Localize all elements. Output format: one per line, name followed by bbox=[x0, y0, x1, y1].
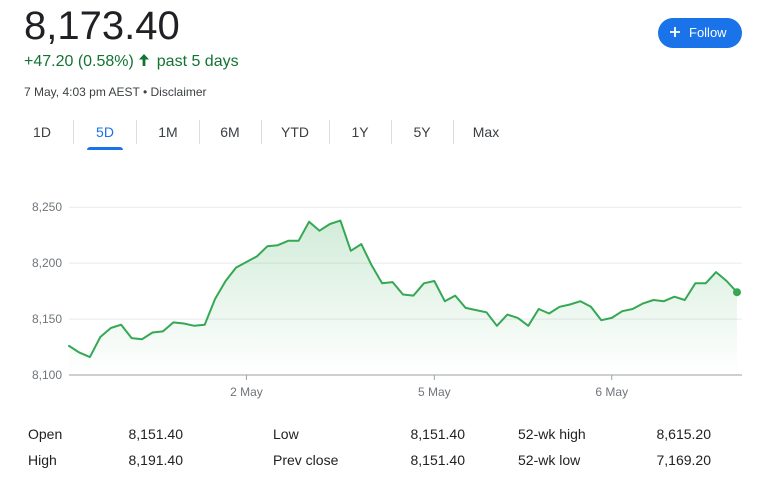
stat-low-value: 8,151.40 bbox=[410, 426, 466, 442]
current-price: 8,173.40 bbox=[24, 4, 180, 48]
quote-timestamp: 7 May, 4:03 pm AEST bbox=[24, 85, 140, 99]
tab-divider bbox=[199, 120, 200, 144]
tab-divider bbox=[73, 120, 74, 144]
y-tick-label: 8,100 bbox=[32, 368, 62, 382]
plus-icon bbox=[670, 27, 680, 37]
arrow-up-icon bbox=[139, 54, 150, 66]
follow-button[interactable]: Follow bbox=[658, 18, 742, 48]
tab-5d[interactable]: 5D bbox=[87, 118, 123, 150]
tab-6m[interactable]: 6M bbox=[220, 124, 240, 140]
stat-open-label: Open bbox=[28, 426, 63, 442]
tab-max[interactable]: Max bbox=[472, 124, 500, 140]
tab-divider bbox=[136, 120, 137, 144]
follow-label: Follow bbox=[689, 25, 727, 40]
series-line bbox=[68, 219, 738, 359]
stat-high-value: 8,191.40 bbox=[128, 452, 184, 468]
price-change: +47.20 (0.58%) past 5 days bbox=[24, 52, 239, 72]
tab-divider bbox=[261, 120, 262, 144]
stat-low-label: Low bbox=[273, 426, 299, 442]
disclaimer-link[interactable]: Disclaimer bbox=[150, 85, 207, 99]
selected-tab-indicator bbox=[87, 147, 123, 150]
stat-52wk-high-label: 52-wk high bbox=[518, 426, 586, 442]
tab-divider bbox=[391, 120, 392, 144]
stat-prev-close-label: Prev close bbox=[273, 452, 339, 468]
tab-1d[interactable]: 1D bbox=[33, 124, 51, 140]
tab-1y[interactable]: 1Y bbox=[351, 124, 369, 140]
quote-meta: 7 May, 4:03 pm AEST • Disclaimer bbox=[24, 84, 207, 100]
tab-ytd[interactable]: YTD bbox=[281, 124, 309, 140]
meta-separator: • bbox=[142, 85, 148, 99]
tab-5y[interactable]: 5Y bbox=[413, 124, 431, 140]
last-point-marker bbox=[733, 288, 741, 297]
tab-1m[interactable]: 1M bbox=[158, 124, 178, 140]
stats-table: Open 8,151.40 High 8,191.40 Low 8,151.40… bbox=[0, 422, 765, 478]
series-area bbox=[69, 220, 737, 375]
x-tick-label: 5 May bbox=[418, 385, 451, 399]
stat-open-value: 8,151.40 bbox=[128, 426, 184, 442]
stat-52wk-high-value: 8,615.20 bbox=[656, 426, 712, 442]
y-tick-label: 8,250 bbox=[32, 200, 62, 214]
change-period: past 5 days bbox=[156, 53, 239, 70]
range-tabs: 1D 5D 1M 6M YTD 1Y 5Y Max bbox=[0, 118, 765, 150]
y-tick-label: 8,200 bbox=[32, 256, 62, 270]
change-amount: +47.20 (0.58%) bbox=[24, 53, 134, 70]
stat-prev-close-value: 8,151.40 bbox=[410, 452, 466, 468]
y-tick-label: 8,150 bbox=[32, 312, 62, 326]
tab-divider bbox=[329, 120, 330, 144]
x-tick-label: 6 May bbox=[595, 385, 628, 399]
stat-high-label: High bbox=[28, 452, 57, 468]
x-tick-label: 2 May bbox=[230, 385, 263, 399]
stat-52wk-low-value: 7,169.20 bbox=[656, 452, 712, 468]
tab-divider bbox=[453, 120, 454, 144]
stat-52wk-low-label: 52-wk low bbox=[518, 452, 581, 468]
